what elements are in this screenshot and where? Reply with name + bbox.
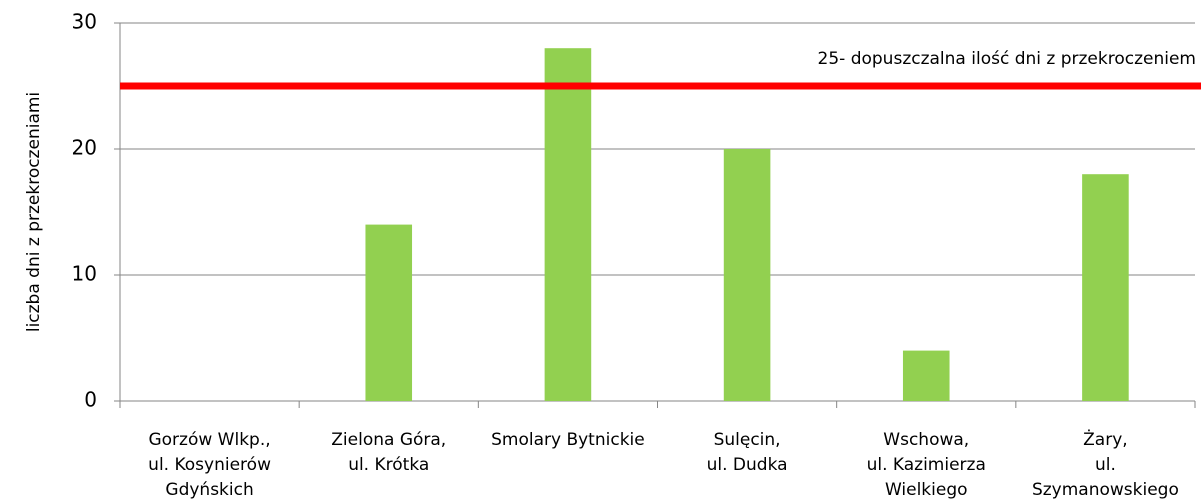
y-tick-label: 20 [72, 136, 97, 160]
y-tick-label: 30 [72, 10, 97, 34]
reference-label: 25- dopuszczalna ilość dni z przekroczen… [818, 49, 1196, 69]
bar [902, 350, 950, 401]
bar [1082, 174, 1129, 401]
bar [365, 224, 413, 401]
x-tick-label: Zielona Góra, ul. Krótka [331, 430, 446, 475]
x-tick-label: Wschowa, ul. Kazimierza Wielkiego [867, 430, 986, 499]
bar [723, 149, 771, 401]
y-axis-label: liczba dni z przekroczeniami [24, 92, 44, 332]
y-tick-label: 10 [72, 262, 97, 286]
x-tick-label: Sulęcin, ul. Dudka [707, 430, 788, 475]
x-tick-label: Smolary Bytnickie [491, 430, 645, 450]
x-tick-label: Żary, ul. Szymanowskiego [1032, 429, 1179, 499]
x-tick-label: Gorzów Wlkp., ul. Kosynierów Gdyńskich [148, 430, 271, 499]
bar [544, 48, 592, 401]
y-tick-label: 0 [84, 388, 97, 412]
